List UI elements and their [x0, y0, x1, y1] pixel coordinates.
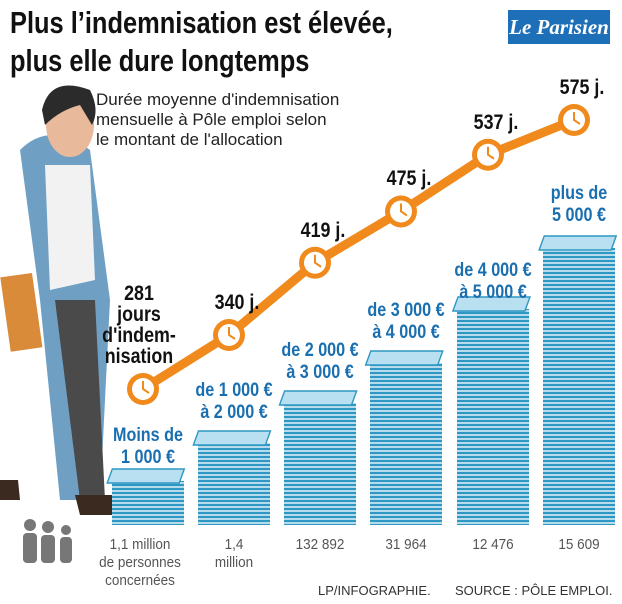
value-label: 575 j. — [559, 76, 605, 99]
category-label: Moins de 1 000 € — [113, 425, 183, 468]
value-label: 537 j. — [473, 110, 519, 134]
value-label: 475 j. — [386, 167, 432, 191]
bill-stack — [543, 248, 615, 525]
category-label: plus de 5 000 € — [550, 183, 608, 226]
clock-marker — [127, 373, 159, 405]
clock-hands — [573, 112, 581, 125]
subtitle: Durée moyenne d'indemnisation mensuelle … — [96, 90, 340, 149]
people-label: 1,4 million — [214, 536, 254, 571]
people-label: 12 476 — [472, 536, 514, 553]
clock-hands — [487, 146, 495, 160]
top-bill — [106, 468, 186, 484]
people-label: 15 609 — [558, 536, 600, 553]
top-bill — [278, 390, 358, 406]
source: SOURCE : PÔLE EMPLOI. — [455, 583, 613, 598]
people-label: 31 964 — [385, 536, 427, 553]
top-bill — [364, 350, 444, 366]
value-label: 419 j. — [300, 218, 346, 242]
category-label: de 4 000 € à 5 000 € — [454, 260, 532, 303]
clock-marker — [299, 246, 331, 279]
clock-marker — [558, 104, 590, 136]
people-label: 1,1 million de personnes concernées — [99, 536, 181, 589]
people-label: 132 892 — [295, 536, 345, 553]
clock-hands — [142, 381, 150, 394]
clock-marker — [472, 138, 504, 171]
bill-stack — [284, 403, 356, 525]
brand-logo: Le Parisien — [508, 10, 610, 44]
category-label: de 3 000 € à 4 000 € — [367, 300, 445, 343]
bill-stack — [370, 363, 442, 525]
clock-hands — [314, 254, 322, 268]
category-label: de 1 000 € à 2 000 € — [195, 380, 273, 423]
bill-stack — [457, 309, 529, 525]
clock-marker — [385, 195, 417, 228]
bill-stack — [198, 443, 270, 525]
category-label: de 2 000 € à 3 000 € — [281, 340, 359, 383]
top-bill — [451, 296, 532, 312]
clock-hands — [228, 327, 236, 340]
title: Plus l’indemnisation est élevée, plus el… — [10, 5, 393, 78]
clock-marker — [213, 319, 245, 352]
bill-stack — [112, 481, 184, 525]
people-icon — [23, 519, 72, 563]
man-illustration — [0, 85, 118, 515]
top-bill — [538, 235, 618, 251]
value-label: 340 j. — [214, 291, 260, 315]
clock-hands — [400, 203, 408, 217]
value-label: 281 jours d'indem- nisation — [102, 282, 176, 368]
credit: LP/INFOGRAPHIE. — [318, 583, 431, 598]
top-bill — [192, 430, 272, 446]
